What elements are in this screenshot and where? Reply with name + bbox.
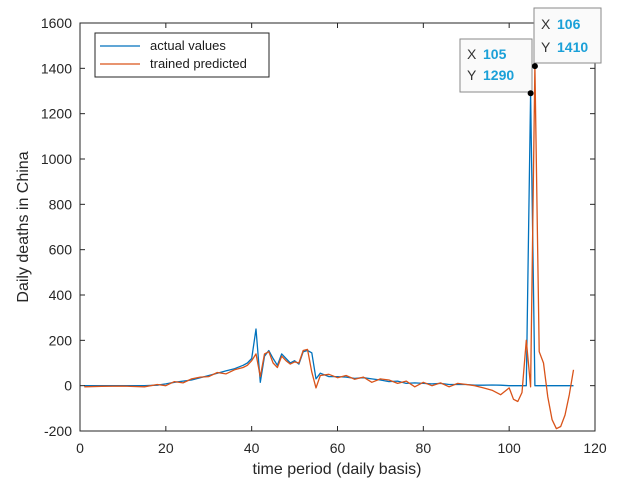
legend-label-trained-predicted: trained predicted xyxy=(150,56,247,71)
y-tick-label: -200 xyxy=(44,423,72,439)
datatip-y-value: 1290 xyxy=(483,67,514,83)
datatip-marker xyxy=(531,63,538,70)
datatip-105[interactable]: X 105 Y 1290 xyxy=(459,38,533,93)
x-tick-label: 20 xyxy=(158,440,174,456)
datatip-y-value: 1410 xyxy=(557,39,588,55)
y-tick-label: 200 xyxy=(49,332,73,348)
x-axis-label: time period (daily basis) xyxy=(253,461,422,478)
datatip-y-key: Y xyxy=(467,67,477,83)
y-tick-label: 400 xyxy=(49,287,73,303)
datatip-x-value: 106 xyxy=(557,16,581,32)
y-axis-label: Daily deaths in China xyxy=(15,151,32,302)
y-tick-label: 0 xyxy=(64,378,72,394)
series-line-trained-predicted xyxy=(84,65,575,430)
datatip-y-key: Y xyxy=(541,39,551,55)
y-tick-label: 800 xyxy=(49,196,73,212)
x-tick-label: 120 xyxy=(583,440,607,456)
datatip-box xyxy=(533,7,602,64)
x-tick-label: 100 xyxy=(497,440,521,456)
x-tick-label: 40 xyxy=(244,440,260,456)
x-tick-label: 80 xyxy=(416,440,432,456)
y-tick-label: 600 xyxy=(49,242,73,258)
legend-box xyxy=(94,32,270,78)
datatip-marker xyxy=(527,90,534,97)
y-tick-label: 1400 xyxy=(41,60,72,76)
y-tick-label: 1000 xyxy=(41,151,72,167)
datatip-x-value: 105 xyxy=(483,46,507,62)
x-tick-label: 0 xyxy=(76,440,84,456)
datatip-x-key: X xyxy=(467,46,477,62)
legend-label-actual-values: actual values xyxy=(150,38,226,53)
legend: actual values trained predicted xyxy=(94,32,270,78)
y-tick-label: 1600 xyxy=(41,15,72,31)
x-tick-label: 60 xyxy=(330,440,346,456)
datatip-box xyxy=(459,38,533,93)
datatip-106[interactable]: X 106 Y 1410 xyxy=(533,7,602,64)
datatip-x-key: X xyxy=(541,16,551,32)
y-tick-label: 1200 xyxy=(41,106,72,122)
